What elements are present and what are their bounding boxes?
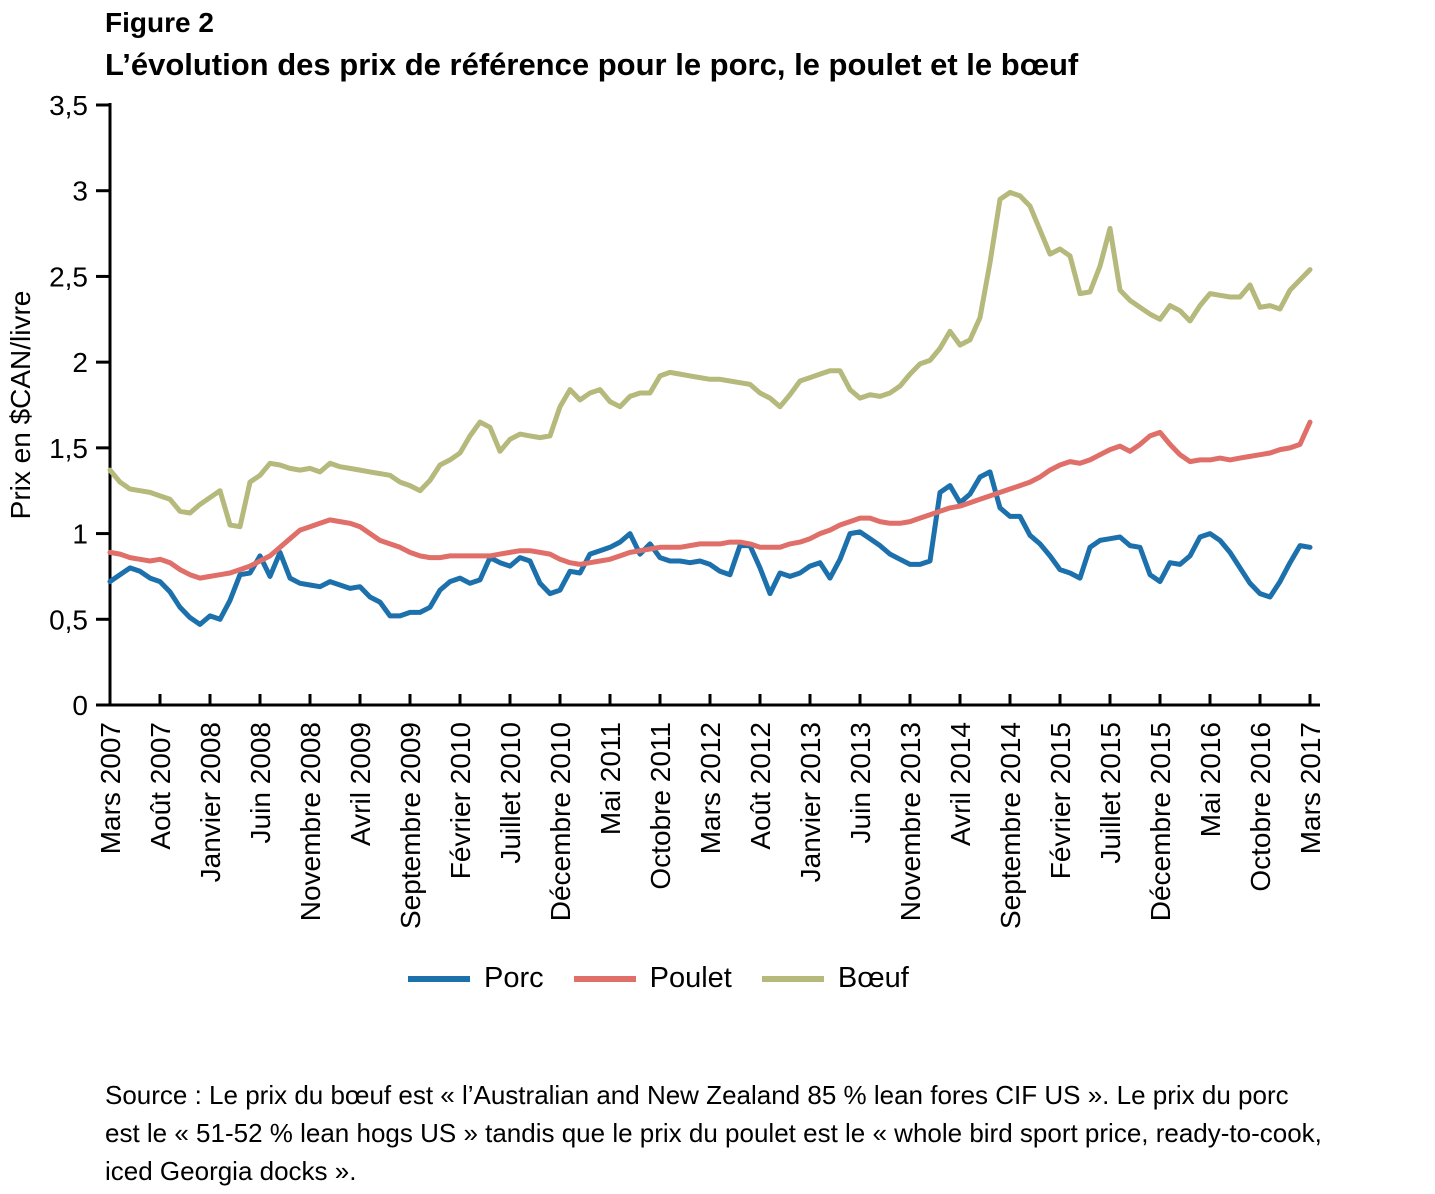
legend-label-poulet: Poulet — [649, 962, 732, 994]
y-tick-label: 0,5 — [49, 604, 88, 635]
source-line-3: iced Georgia docks ». — [105, 1156, 357, 1186]
chart-line-boeuf — [107, 189, 1313, 530]
x-tick-label: Août 2007 — [145, 722, 176, 850]
x-tick-label: Avril 2009 — [345, 722, 376, 846]
x-tick-label: Mars 2007 — [95, 722, 126, 854]
x-tick-label: Octobre 2016 — [1245, 722, 1276, 892]
x-tick-label: Octobre 2011 — [645, 722, 676, 890]
y-tick-label: 2 — [72, 347, 88, 378]
poulet-line-swatch — [573, 975, 636, 982]
legend-item-boeuf: Bœuf — [761, 962, 909, 995]
source-line-2: est le « 51-52 % lean hogs US » tandis q… — [105, 1118, 1322, 1148]
price-evolution-line-chart: 0 0,5 1 1,5 2 2,5 3 3,5 Prix en $CAN/livre Mars 2… — [5, 90, 1326, 929]
x-tick-label: Juillet 2015 — [1095, 722, 1126, 864]
x-tick-label: Avril 2014 — [945, 722, 976, 846]
source-note: Source : Le prix du bœuf est « l’Austral… — [105, 1076, 1435, 1190]
chart-line-porc — [107, 469, 1313, 627]
figure-number: Figure 2 — [105, 7, 214, 38]
figure-header: Figure 2 L’évolution des prix de référen… — [105, 6, 1078, 83]
y-tick-label: 3 — [72, 176, 88, 207]
x-tick-label: Août 2012 — [745, 722, 776, 850]
x-tick-label: Novembre 2013 — [895, 722, 926, 921]
x-tick-label: Mai 2016 — [1195, 722, 1226, 837]
x-tick-label: Septembre 2009 — [395, 722, 426, 929]
legend-label-boeuf: Bœuf — [837, 962, 909, 994]
x-tick-label: Décembre 2015 — [1145, 722, 1176, 921]
y-tick-label: 1 — [72, 519, 88, 550]
x-tick-label: Février 2015 — [1045, 722, 1076, 879]
x-tick-label: Décembre 2010 — [545, 722, 576, 921]
y-tick-label: 3,5 — [49, 90, 88, 121]
chart-line-poulet — [107, 419, 1313, 581]
source-line-1: Source : Le prix du bœuf est « l’Austral… — [105, 1080, 1289, 1110]
y-tick-label: 2,5 — [49, 261, 88, 292]
y-axis-title: Prix en $CAN/livre — [5, 291, 36, 520]
x-tick-label: Janvier 2013 — [795, 722, 826, 882]
y-tick-label: 1,5 — [49, 433, 88, 464]
x-tick-label: Juin 2013 — [845, 722, 876, 843]
x-tick-label: Janvier 2008 — [195, 722, 226, 882]
x-tick-label: Juin 2008 — [245, 722, 276, 843]
legend-item-poulet: Poulet — [573, 962, 732, 995]
x-tick-label: Mars 2012 — [695, 722, 726, 854]
x-tick-label: Février 2010 — [445, 722, 476, 879]
legend-label-porc: Porc — [484, 962, 544, 994]
legend-item-porc: Porc — [408, 962, 544, 995]
porc-line-swatch — [408, 975, 470, 982]
x-tick-label: Juillet 2010 — [495, 722, 526, 864]
x-tick-label: Mai 2011 — [595, 722, 626, 835]
chart-legend: Porc Poulet Bœuf — [408, 962, 909, 995]
axes — [108, 103, 1320, 707]
x-tick-label: Mars 2017 — [1295, 722, 1326, 854]
y-tick-label: 0 — [72, 690, 88, 721]
x-tick-label: Novembre 2008 — [295, 722, 326, 921]
boeuf-line-swatch — [761, 975, 824, 982]
x-tick-label: Septembre 2014 — [995, 722, 1026, 929]
figure-title: L’évolution des prix de référence pour l… — [105, 46, 1079, 82]
